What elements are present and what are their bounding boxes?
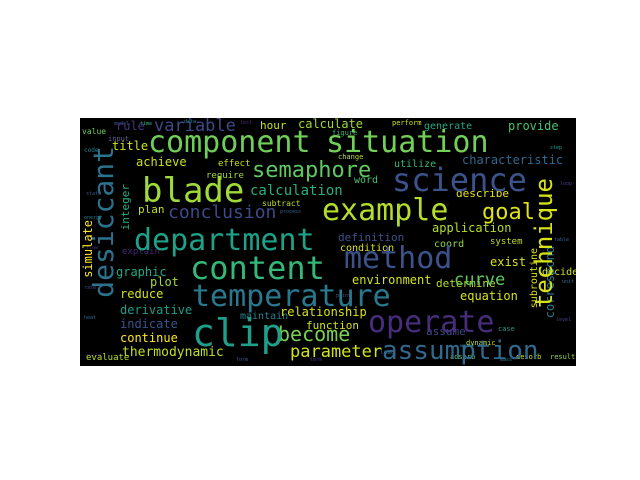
word-dynamic: dynamic — [466, 339, 496, 347]
word-step: step — [550, 145, 563, 151]
word-situation: situation — [326, 125, 489, 160]
word-goal: goal — [482, 200, 535, 225]
word-point: point — [336, 293, 352, 299]
word-condition: condition — [340, 243, 395, 254]
word-application: application — [432, 221, 512, 235]
word-characteristic: characteristic — [462, 153, 564, 167]
word-explain: explain — [122, 247, 160, 257]
word-desorb: desorb — [516, 353, 542, 361]
word-relationship: relationship — [280, 305, 367, 319]
word-rate: rate — [84, 285, 97, 291]
word-form: form — [236, 357, 249, 363]
word-continue: continue — [120, 331, 178, 345]
word-figure: figure — [332, 129, 358, 137]
word-semaphore: semaphore — [252, 158, 372, 183]
word-department: department — [134, 223, 315, 258]
word-component: component — [148, 125, 311, 160]
word-conclusion: conclusion — [168, 202, 277, 223]
word-example: example — [322, 193, 449, 228]
word-assumption: assumption — [382, 336, 539, 366]
word-curve: curve — [454, 270, 506, 290]
word-unit: unit — [562, 279, 575, 285]
word-method: method — [344, 241, 453, 276]
word-data: data — [184, 119, 197, 125]
word-value: value — [82, 127, 107, 136]
word-plan: plan — [138, 203, 165, 216]
word-operate: operate — [368, 305, 495, 340]
word-table: table — [554, 237, 570, 243]
word-title: title — [112, 139, 149, 153]
word-exist: exist — [490, 255, 527, 269]
word-derivative: derivative — [120, 303, 193, 317]
word-plot: plot — [150, 275, 179, 289]
word-graphic: graphic — [116, 265, 167, 279]
word-rule: rule — [116, 119, 145, 133]
word-word: word — [354, 175, 379, 186]
word-desiccant: desiccant — [87, 146, 120, 298]
word-flow: flow — [86, 245, 99, 251]
word-change: change — [338, 153, 364, 161]
word-subtract: subtract — [262, 199, 301, 208]
word-coord: coord — [434, 239, 465, 250]
word-case: case — [498, 325, 515, 333]
word-test: test — [240, 120, 253, 126]
word-model: model — [114, 121, 130, 127]
word-time: time — [140, 121, 153, 127]
word-utilize: utilize — [394, 159, 437, 170]
word-state: state — [86, 191, 102, 197]
word-technique: technique — [530, 178, 558, 309]
word-reduce: reduce — [120, 287, 164, 301]
word-generate: generate — [424, 121, 473, 132]
word-temperature: temperature — [192, 279, 391, 314]
word-require: require — [206, 171, 244, 181]
word-content: content — [190, 249, 325, 287]
word-evaluate: evaluate — [86, 353, 130, 363]
word-decide: decide — [542, 267, 576, 278]
word-term: term — [310, 357, 323, 363]
word-result: result — [550, 353, 576, 361]
word-integer: integer — [119, 184, 132, 231]
word-heat: heat — [84, 315, 97, 321]
word-input: input — [108, 135, 130, 143]
word-become: become — [278, 322, 351, 346]
word-achieve: achieve — [136, 155, 187, 169]
word-perform: perform — [392, 119, 422, 127]
word-effect: effect — [218, 159, 251, 169]
word-function: function — [306, 319, 359, 332]
word-thermodynamic: thermodynamic — [122, 345, 224, 360]
word-determine: determine — [436, 277, 496, 290]
word-load: load — [380, 349, 395, 356]
word-maintain: maintain — [240, 311, 289, 322]
word-blade: blade — [142, 171, 245, 211]
word-parameter: parameter — [290, 342, 383, 362]
word-cloud: value input code model state energy flow… — [80, 118, 576, 366]
word-hour: hour — [260, 119, 287, 132]
word-level: level — [556, 317, 572, 323]
word-environment: environment — [352, 273, 432, 287]
word-provide: provide — [508, 119, 559, 133]
word-equation: equation — [460, 289, 518, 303]
word-mass: mass — [500, 357, 513, 363]
word-assume: assume — [426, 325, 466, 338]
word-loop: loop — [560, 181, 573, 187]
word-describe: describe — [456, 187, 509, 200]
word-calculation: calculation — [250, 183, 343, 199]
word-process: process — [280, 209, 302, 215]
word-calculate: calculate — [298, 118, 364, 131]
word-code: code — [84, 147, 99, 154]
word-adsorb: adsorb — [450, 353, 476, 361]
word-system: system — [490, 237, 523, 247]
word-indicate: indicate — [120, 317, 178, 331]
word-air: air — [440, 203, 450, 209]
word-science: science — [392, 161, 527, 199]
word-water: water — [460, 343, 476, 349]
word-energy: energy — [84, 215, 103, 221]
word-cycle: cycle — [86, 353, 102, 359]
word-definition: definition — [338, 231, 405, 244]
word-clip: clip — [192, 311, 284, 355]
word-variable: variable — [154, 118, 236, 136]
